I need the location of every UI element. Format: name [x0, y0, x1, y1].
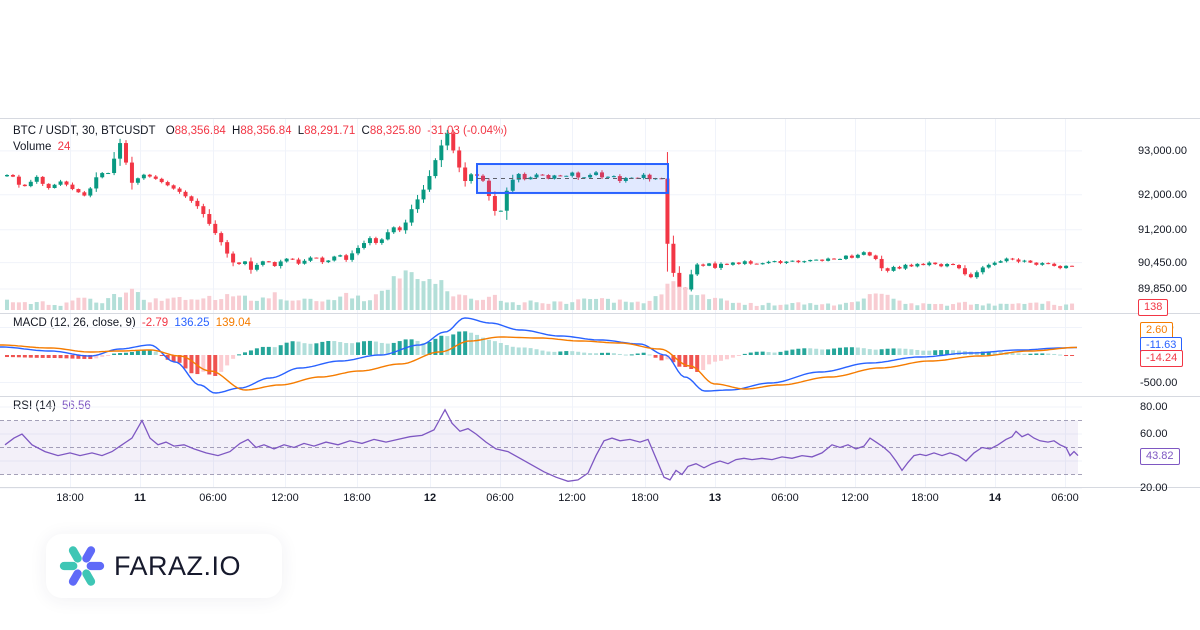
- open-label: O: [165, 125, 175, 137]
- macd-legend[interactable]: MACD (12, 26, close, 9) -2.79 136.25 139…: [13, 317, 254, 329]
- rsi-legend[interactable]: RSI (14) 56.56: [13, 400, 94, 412]
- rsi-label: RSI (14): [13, 400, 56, 412]
- high-value: 88,356.84: [240, 125, 292, 137]
- asterisk-logo-icon: [59, 546, 105, 586]
- low-label: L: [297, 125, 305, 137]
- macd-line-value: 136.25: [174, 317, 210, 329]
- brand-name: FARAZ.IO: [114, 550, 242, 581]
- macd-label: MACD (12, 26, close, 9): [13, 317, 136, 329]
- macd-hist-value: -2.79: [141, 317, 169, 329]
- low-value: 88,291.71: [304, 125, 356, 137]
- volume-value: 24: [57, 141, 71, 153]
- volume-legend[interactable]: Volume 24: [13, 141, 73, 153]
- symbol-title: BTC / USDT, 30, BTCUSDT: [13, 125, 156, 137]
- volume-label: Volume: [13, 141, 52, 153]
- rsi-value: 56.56: [62, 400, 91, 412]
- high-label: H: [232, 125, 241, 137]
- macd-signal-value: 139.04: [215, 317, 251, 329]
- symbol-legend[interactable]: BTC / USDT, 30, BTCUSDT O 88,356.84 H 88,3…: [13, 125, 510, 137]
- close-value: 88,325.80: [369, 125, 421, 137]
- chart-canvas[interactable]: [0, 0, 1200, 515]
- brand-logo: FARAZ.IO: [46, 534, 282, 598]
- close-label: C: [361, 125, 370, 137]
